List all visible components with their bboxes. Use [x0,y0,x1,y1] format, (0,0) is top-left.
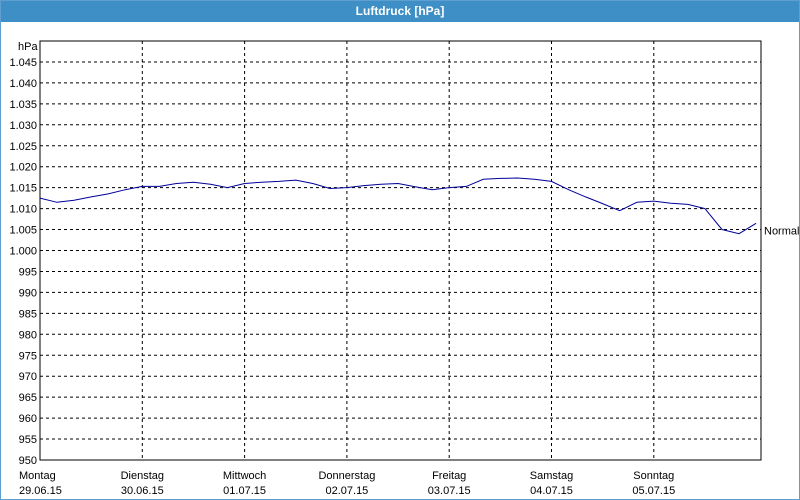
plot-area [39,40,762,461]
y-tick-label: 955 [19,434,37,446]
x-tick-day: Samstag [530,470,573,482]
y-tick-label: 1.045 [9,57,37,69]
y-tick-label: 1.000 [9,246,37,258]
y-tick-label: 975 [19,350,37,362]
x-tick-date: 29.06.15 [19,485,62,497]
series-label-normal: Normal [764,225,799,237]
y-tick-label: 1.015 [9,183,37,195]
y-axis-unit: hPa [18,41,38,53]
y-tick-label: 985 [19,308,37,320]
y-tick-label: 980 [19,329,37,341]
y-tick-label: 965 [19,392,37,404]
y-tick-label: 970 [19,371,37,383]
series-line-normal [39,177,757,235]
x-tick-day: Sonntag [633,470,674,482]
x-tick-date: 05.07.15 [632,485,675,497]
x-tick-date: 04.07.15 [530,485,573,497]
x-tick-date: 02.07.15 [325,485,368,497]
grid [40,41,761,460]
x-tick-day: Dienstag [121,470,164,482]
y-tick-label: 1.030 [9,120,37,132]
x-tick-day: Montag [19,470,56,482]
x-tick-date: 30.06.15 [121,485,164,497]
y-tick-label: 960 [19,413,37,425]
y-tick-label: 950 [19,455,37,467]
x-tick-day: Donnerstag [318,470,375,482]
x-tick-date: 03.07.15 [428,485,471,497]
y-tick-label: 1.010 [9,204,37,216]
y-tick-label: 1.025 [9,141,37,153]
y-tick-label: 990 [19,287,37,299]
window-title: Luftdruck [hPa] [1,1,799,22]
y-tick-label: 1.005 [9,225,37,237]
y-tick-label: 995 [19,266,37,278]
x-tick-date: 01.07.15 [223,485,266,497]
y-axis-ticks: 1.045 1.040 1.035 1.030 1.025 1.020 1.015 1.010… [9,57,37,467]
x-axis-ticks: Montag 29.06.15 Dienstag 30.06.15 Mittwoch 01… [19,470,675,497]
y-tick-label: 1.035 [9,99,37,111]
y-tick-label: 1.040 [9,78,37,90]
y-tick-label: 1.020 [9,162,37,174]
x-tick-day: Freitag [432,470,466,482]
x-tick-day: Mittwoch [223,470,266,482]
